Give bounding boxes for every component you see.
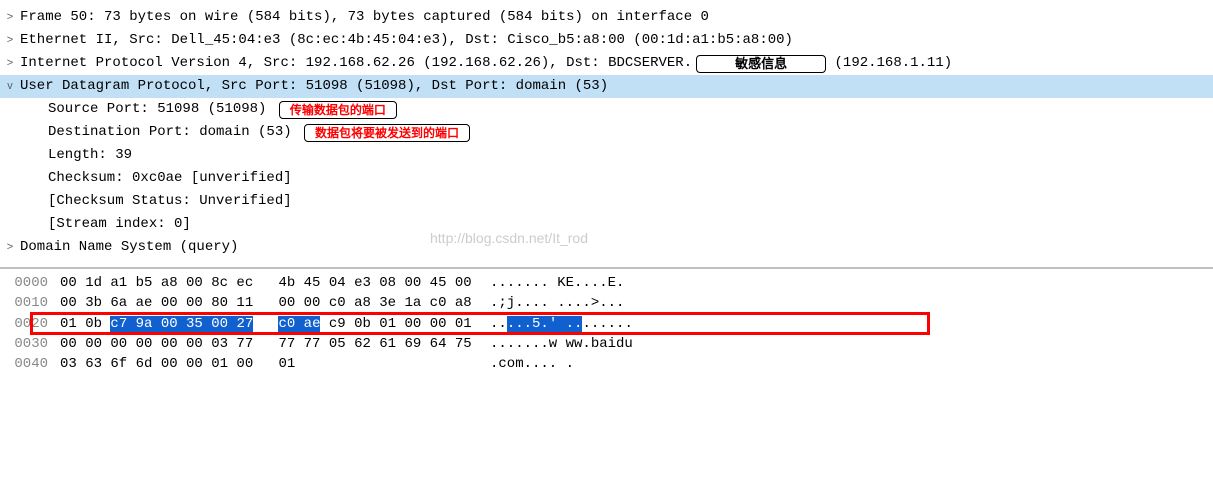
tree-row-ipv4[interactable]: > Internet Protocol Version 4, Src: 192.…: [0, 52, 1213, 75]
hex-ascii: .;j.... ....>...: [460, 293, 624, 313]
hex-offset: 0040: [0, 354, 60, 374]
tree-row-stream-index[interactable]: [Stream index: 0]: [0, 213, 1213, 236]
tree-row-src-port[interactable]: Source Port: 51098 (51098) 传输数据包的端口: [0, 98, 1213, 121]
hex-ascii: ....... KE....E.: [460, 273, 624, 293]
hex-ascii: .....5.' ........: [460, 314, 633, 334]
hex-offset: 0030: [0, 334, 60, 354]
annotation-badge: 数据包将要被发送到的端口: [304, 124, 470, 142]
chevron-right-icon[interactable]: >: [0, 239, 20, 256]
hex-row-highlighted[interactable]: 0020 01 0b c7 9a 00 35 00 27 c0 ae c9 0b…: [0, 314, 1213, 334]
tree-label: Domain Name System (query): [20, 237, 238, 258]
tree-row-checksum[interactable]: Checksum: 0xc0ae [unverified]: [0, 167, 1213, 190]
hex-selected-bytes: c0 ae: [278, 316, 320, 332]
hex-selected-bytes: c7 9a 00 35 00 27: [110, 316, 253, 332]
panel-divider[interactable]: [0, 267, 1213, 269]
badge-text: 传输数据包的端口: [290, 101, 386, 119]
hex-offset: 0010: [0, 293, 60, 313]
tree-label: [Checksum Status: Unverified]: [48, 191, 292, 212]
tree-row-ethernet[interactable]: > Ethernet II, Src: Dell_45:04:e3 (8c:ec…: [0, 29, 1213, 52]
tree-row-checksum-status[interactable]: [Checksum Status: Unverified]: [0, 190, 1213, 213]
tree-label: Ethernet II, Src: Dell_45:04:e3 (8c:ec:4…: [20, 30, 793, 51]
hex-row[interactable]: 0000 00 1d a1 b5 a8 00 8c ec 4b 45 04 e3…: [0, 273, 1213, 293]
hex-offset: 0000: [0, 273, 60, 293]
tree-label: Internet Protocol Version 4, Src: 192.16…: [20, 53, 692, 74]
badge-text: 数据包将要被发送到的端口: [315, 124, 459, 142]
hex-offset: 0020: [0, 314, 60, 334]
tree-label: Source Port: 51098 (51098): [48, 99, 275, 120]
hex-bytes: 00 00 00 00 00 00 03 77 77 77 05 62 61 6…: [60, 334, 460, 354]
badge-text: 敏感信息: [735, 54, 787, 74]
hex-bytes: 00 1d a1 b5 a8 00 8c ec 4b 45 04 e3 08 0…: [60, 273, 460, 293]
tree-label: [Stream index: 0]: [48, 214, 191, 235]
chevron-right-icon[interactable]: >: [0, 55, 20, 72]
sensitive-info-badge: 敏感信息: [696, 55, 826, 73]
tree-label: Checksum: 0xc0ae [unverified]: [48, 168, 292, 189]
tree-label: Frame 50: 73 bytes on wire (584 bits), 7…: [20, 7, 709, 28]
chevron-down-icon[interactable]: v: [0, 78, 20, 95]
hex-ascii: .com.... .: [460, 354, 574, 374]
tree-label: Length: 39: [48, 145, 132, 166]
hex-bytes: 00 3b 6a ae 00 00 80 11 00 00 c0 a8 3e 1…: [60, 293, 460, 313]
hex-ascii: .......w ww.baidu: [460, 334, 633, 354]
tree-label: User Datagram Protocol, Src Port: 51098 …: [20, 76, 608, 97]
packet-details-tree: > Frame 50: 73 bytes on wire (584 bits),…: [0, 0, 1213, 265]
chevron-right-icon[interactable]: >: [0, 9, 20, 26]
hex-selected-ascii: ...5.' ..: [507, 316, 583, 332]
tree-row-dns[interactable]: > Domain Name System (query): [0, 236, 1213, 259]
hex-dump-panel: 0000 00 1d a1 b5 a8 00 8c ec 4b 45 04 e3…: [0, 271, 1213, 380]
hex-row[interactable]: 0040 03 63 6f 6d 00 00 01 00 01 .com....…: [0, 354, 1213, 374]
hex-row[interactable]: 0010 00 3b 6a ae 00 00 80 11 00 00 c0 a8…: [0, 293, 1213, 313]
tree-row-udp[interactable]: v User Datagram Protocol, Src Port: 5109…: [0, 75, 1213, 98]
tree-row-frame[interactable]: > Frame 50: 73 bytes on wire (584 bits),…: [0, 6, 1213, 29]
annotation-badge: 传输数据包的端口: [279, 101, 397, 119]
hex-row[interactable]: 0030 00 00 00 00 00 00 03 77 77 77 05 62…: [0, 334, 1213, 354]
tree-row-dst-port[interactable]: Destination Port: domain (53) 数据包将要被发送到的…: [0, 121, 1213, 144]
chevron-right-icon[interactable]: >: [0, 32, 20, 49]
tree-label: Destination Port: domain (53): [48, 122, 300, 143]
hex-bytes: 03 63 6f 6d 00 00 01 00 01: [60, 354, 460, 374]
tree-row-length[interactable]: Length: 39: [0, 144, 1213, 167]
tree-label: (192.168.1.11): [826, 53, 952, 74]
hex-bytes: 01 0b c7 9a 00 35 00 27 c0 ae c9 0b 01 0…: [60, 314, 460, 334]
